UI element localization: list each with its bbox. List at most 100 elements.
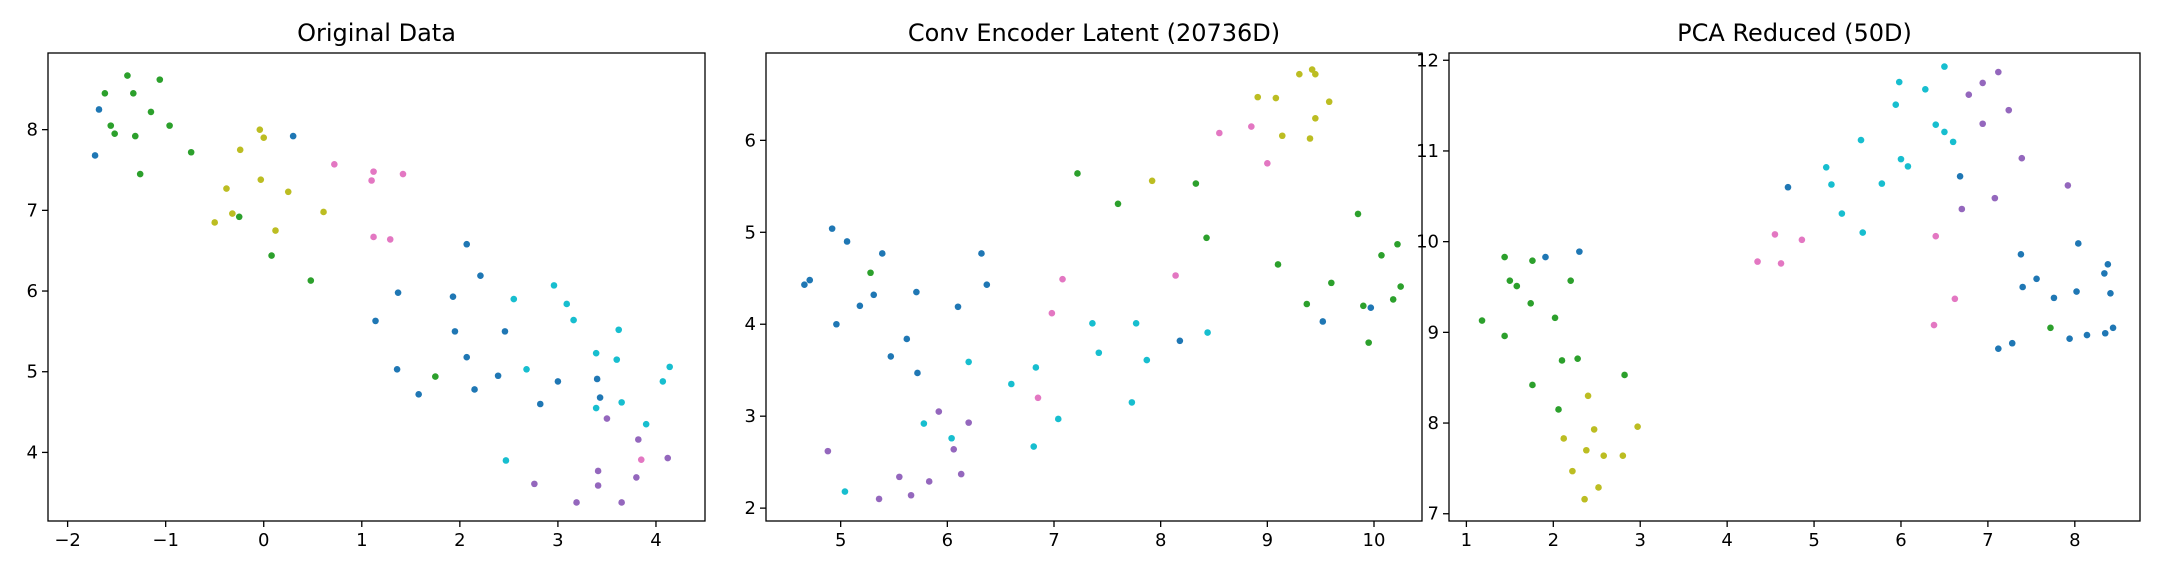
data-point-blue [494,372,502,380]
data-point-cyan [1859,229,1867,236]
data-point-olive [1278,132,1286,140]
data-point-olive [284,188,292,196]
data-point-pink [386,236,394,243]
data-point-green [1328,279,1335,287]
data-point-blue [501,328,509,335]
data-point-purple [907,491,915,499]
y-tick-label: 4 [745,314,756,335]
data-point-pink [1216,129,1223,137]
data-point-blue [593,375,601,383]
data-point-green [1555,406,1562,413]
data-point-blue [372,317,379,325]
data-point-cyan [1143,356,1151,364]
data-point-cyan [920,420,928,427]
y-tick-label: 7 [1428,504,1439,525]
y-tick-label: 4 [27,442,38,463]
x-tick-label: 4 [650,530,661,551]
x-tick-label: 5 [835,530,846,551]
data-point-blue [1956,173,1964,180]
data-point-cyan [1204,329,1211,336]
data-point-cyan [1095,349,1103,357]
data-point-blue [954,303,962,311]
chart-title: Original Data [297,19,456,47]
data-point-purple [1991,194,1999,202]
data-point-olive [1254,93,1262,101]
y-tick-label: 7 [27,200,38,221]
data-point-cyan [1892,101,1900,108]
data-point-blue [833,320,840,328]
data-point-purple [603,415,611,422]
data-point-blue [2109,324,2117,332]
data-point-pink [1798,236,1806,244]
data-point-cyan [615,326,623,334]
data-point-olive [1634,423,1641,430]
data-point-green [1567,277,1574,284]
y-tick-label: 10 [1416,232,1439,253]
data-point-green [1378,251,1385,259]
data-point-purple [573,499,580,506]
data-point-green [1114,200,1122,208]
data-point-cyan [841,488,849,495]
y-tick-label: 5 [27,362,38,383]
data-point-olive [1569,467,1576,475]
data-point-pink [1264,160,1271,167]
plot-frame [765,52,1423,522]
data-point-blue [2101,329,2109,337]
data-point-cyan [1132,320,1140,327]
data-point-cyan [1941,128,1948,136]
data-point-cyan [642,420,650,428]
x-tick-label: −1 [152,530,179,551]
data-point-pink [1754,258,1761,265]
x-tick-label: 6 [1895,530,1906,551]
data-point-blue [596,394,604,401]
data-point-blue [903,335,911,343]
data-point-blue [451,328,459,335]
data-point-cyan [550,282,558,289]
data-point-purple [896,473,903,481]
data-point-blue [1542,253,1549,261]
y-tick-label: 2 [745,498,756,519]
data-point-green [1527,300,1535,307]
data-point-purple [2005,106,2013,114]
data-point-pink [1172,272,1179,279]
data-point-pink [370,168,377,175]
plot-frame [1448,52,2141,522]
data-point-blue [415,391,422,398]
data-point-blue [2107,290,2114,297]
data-point-blue [471,386,478,393]
data-point-olive [1272,94,1280,102]
data-point-pink [1932,232,1940,240]
data-point-pink [1930,321,1938,329]
data-point-green [156,76,164,83]
data-point-purple [664,454,672,462]
subplot-original-data: Original Data −2 −1 0 1 2 3 4 4 5 6 7 8 [27,19,706,551]
x-tick-label: −2 [54,530,81,551]
data-point-blue [393,366,401,373]
x-tick-label: 1 [356,530,367,551]
data-point-pink [1059,275,1066,283]
data-point-purple [824,447,832,455]
x-tick-label: 2 [1548,530,1559,551]
x-tick-label: 6 [942,530,953,551]
data-point-green [1501,332,1508,340]
data-point-green [1203,234,1210,242]
x-tick-label: 9 [1262,530,1273,551]
data-point-green [1513,282,1521,290]
data-point-olive [1584,392,1592,400]
x-tick-label: 7 [1982,530,1993,551]
data-point-green [1478,317,1486,324]
data-point-olive [1595,484,1602,491]
data-point-blue [914,369,921,377]
data-point-green [1354,210,1362,218]
data-point-olive [211,219,219,226]
data-point-blue [2083,331,2091,339]
subplot-conv-encoder-latent: Conv Encoder Latent (20736D) 5 6 7 8 9 10 2 3 4 5… [745,19,1423,551]
data-point-cyan [1922,85,1929,93]
data-point-green [1303,300,1311,308]
data-point-pink [1771,231,1779,238]
plot-frame [47,52,706,522]
data-point-purple [2018,154,2026,162]
data-point-blue [477,272,484,280]
data-point-green [432,373,439,380]
